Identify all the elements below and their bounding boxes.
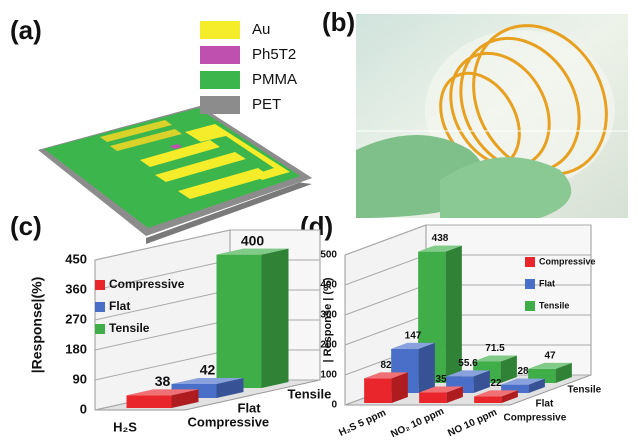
- value-label: 38: [155, 373, 171, 389]
- value-label: 47: [544, 351, 556, 362]
- legend-swatch: [525, 257, 535, 267]
- legend-swatch: [200, 46, 240, 64]
- depth-label: Flat: [536, 399, 554, 410]
- legend-label: PET: [252, 96, 281, 113]
- y-tick-label: 180: [65, 341, 87, 356]
- x-tick-label: NO 10 ppm: [446, 407, 499, 439]
- y-tick-label: 500: [320, 250, 337, 261]
- y-tick-label: 450: [65, 251, 87, 266]
- legend-swatch: [200, 21, 240, 39]
- depth-label: Tensile: [288, 386, 332, 401]
- x-tick-label: H₂S 5 ppm: [337, 407, 388, 438]
- bar: [528, 362, 572, 383]
- y-tick-label: 0: [331, 400, 337, 411]
- photo: [356, 14, 628, 218]
- y-tick-label: 100: [320, 370, 337, 381]
- legend-swatch: [525, 279, 535, 289]
- legend-label: PMMA: [252, 71, 297, 88]
- depth-label: Tensile: [568, 385, 602, 396]
- bar: [364, 372, 408, 403]
- panel-label: (b): [322, 7, 355, 37]
- y-tick-label: 200: [320, 340, 337, 351]
- legend-label: Compressive: [109, 277, 185, 291]
- legend-swatch: [525, 301, 535, 311]
- value-label: 35: [435, 374, 447, 385]
- depth-label: Compressive: [504, 413, 567, 424]
- bar: [419, 386, 463, 403]
- y-tick-label: 360: [65, 281, 87, 296]
- x-tick-label: NO₂ 10 ppm: [389, 406, 446, 440]
- value-label: 28: [517, 366, 529, 377]
- legend-swatch: [95, 324, 105, 334]
- bar: [474, 390, 518, 403]
- legend-swatch: [200, 96, 240, 114]
- bar: [216, 248, 289, 388]
- bar: [446, 370, 490, 393]
- panel-label: (a): [10, 15, 42, 45]
- y-tick-label: 300: [320, 310, 337, 321]
- device-schematic: [38, 106, 312, 244]
- grid-line: [344, 224, 591, 256]
- value-label: 55.6: [458, 358, 478, 369]
- legend-swatch: [200, 71, 240, 89]
- y-axis-label: |Response|(%): [29, 277, 45, 374]
- panel-label: (c): [10, 211, 42, 241]
- value-label: 438: [432, 233, 449, 244]
- legend-label: Tensile: [539, 300, 569, 310]
- legend-label: Au: [252, 21, 270, 38]
- value-label: 42: [200, 362, 216, 378]
- bar: [126, 389, 199, 408]
- value-label: 22: [490, 378, 502, 389]
- legend-label: Ph5T2: [252, 46, 296, 63]
- depth-label: Flat: [238, 400, 262, 415]
- value-label: 71.5: [485, 343, 505, 354]
- x-tick-label: H₂S: [113, 419, 137, 434]
- legend-label: Flat: [539, 278, 555, 288]
- grid-line: [94, 229, 320, 261]
- y-tick-label: 90: [73, 371, 87, 386]
- y-axis-label: | Response | (%): [322, 277, 334, 362]
- value-label: 82: [380, 360, 392, 371]
- value-label: 147: [405, 331, 422, 342]
- legend-label: Compressive: [539, 256, 596, 266]
- legend-label: Flat: [109, 299, 130, 313]
- y-tick-label: 0: [80, 401, 87, 416]
- value-label: 400: [241, 232, 265, 248]
- y-tick-label: 400: [320, 280, 337, 291]
- legend: Au Ph5T2 PMMA PET: [200, 21, 297, 114]
- legend-swatch: [95, 302, 105, 312]
- y-tick-label: 270: [65, 311, 87, 326]
- legend-swatch: [95, 280, 105, 290]
- legend-label: Tensile: [109, 321, 150, 335]
- depth-label: Compressive: [188, 414, 270, 429]
